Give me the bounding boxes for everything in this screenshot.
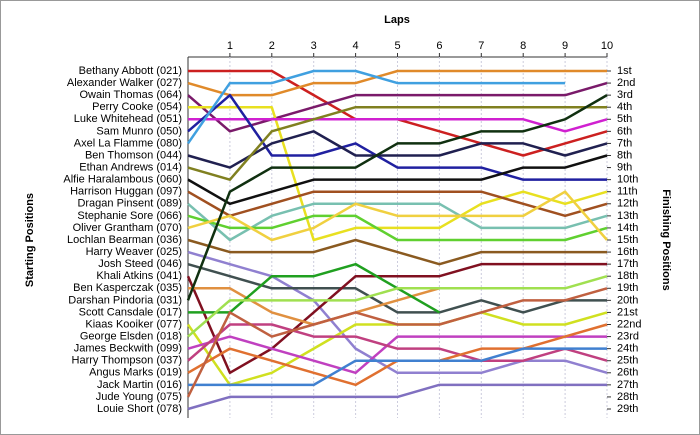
driver-label: George Elsden (018) — [80, 330, 182, 342]
x-tick-label: 9 — [562, 40, 568, 52]
position-line — [187, 202, 608, 242]
y2-tick-label: 27th — [617, 379, 638, 391]
driver-label: James Beckwith (099) — [74, 343, 182, 355]
driver-label: Ben Thomson (044) — [85, 149, 182, 161]
driver-label: Oliver Grantham (070) — [73, 222, 182, 234]
driver-label: Sam Munro (050) — [96, 125, 182, 137]
position-line — [186, 287, 608, 398]
driver-label: Harry Weaver (025) — [86, 246, 182, 258]
y2-tick-label: 20th — [617, 294, 638, 306]
y2-tick-label: 24th — [617, 343, 638, 355]
y2-tick-label: 9th — [617, 161, 632, 173]
y2-tick-label: 23rd — [617, 330, 639, 342]
driver-label: Perry Cooke (054) — [92, 101, 182, 113]
driver-label: Lochlan Bearman (036) — [67, 234, 182, 246]
y2-tick-label: 29th — [617, 403, 638, 415]
x-tick-label: 2 — [269, 40, 275, 52]
driver-label: Kiaas Kooiker (077) — [85, 318, 182, 330]
y2-tick-label: 3rd — [617, 89, 633, 101]
position-line — [186, 94, 608, 301]
y2-tick-label: 1st — [617, 65, 632, 77]
y2-tick-label: 25th — [617, 355, 638, 367]
position-line — [187, 93, 607, 181]
driver-label: Harrison Huggan (097) — [70, 186, 182, 198]
y2-tick-label: 11th — [617, 186, 638, 198]
driver-label: Angus Marks (019) — [89, 367, 182, 379]
driver-label: Owain Thomas (064) — [79, 89, 182, 101]
x-tick-label: 10 — [601, 40, 613, 52]
y2-tick-label: 2nd — [617, 77, 635, 89]
position-line — [187, 275, 608, 338]
driver-label: Dragan Pinsent (089) — [77, 198, 182, 210]
driver-label: Scott Cansdale (017) — [79, 306, 182, 318]
position-line — [187, 323, 608, 362]
driver-label: Stephanie Sore (066) — [77, 210, 182, 222]
y2-tick-label: 7th — [617, 137, 632, 149]
y2-tick-label: 6th — [617, 125, 632, 137]
position-line — [187, 190, 608, 242]
y2-tick-label: 4th — [617, 101, 632, 113]
driver-label: Axel La Flamme (080) — [74, 137, 182, 149]
x-tick-label: 3 — [311, 40, 317, 52]
position-line — [187, 238, 607, 266]
position-line — [187, 105, 607, 181]
y2-tick-label: 16th — [617, 246, 638, 258]
y2-tick-label: 26th — [617, 367, 638, 379]
position-line — [187, 383, 607, 411]
y2-tick-label: 14th — [617, 222, 638, 234]
y2-tick-label: 17th — [617, 258, 638, 270]
driver-label: Khali Atkins (041) — [96, 270, 182, 282]
y2-tick-label: 8th — [617, 149, 632, 161]
x-tick-label: 7 — [478, 40, 484, 52]
y2-tick-label: 5th — [617, 113, 632, 125]
driver-label: Darshan Pindoria (031) — [68, 294, 182, 306]
x-tick-label: 5 — [394, 40, 400, 52]
position-line — [188, 118, 608, 133]
y2-tick-label: 21st — [617, 306, 638, 318]
position-line — [187, 130, 608, 169]
x-tick-label: 8 — [520, 40, 526, 52]
driver-label: Ben Kasperczak (035) — [73, 282, 182, 294]
y2-tick-label: 19th — [617, 282, 638, 294]
y2-axis-label: Finishing Positions — [660, 189, 672, 290]
y2-tick-label: 28th — [617, 391, 638, 403]
position-line — [187, 214, 608, 242]
y2-tick-label: 18th — [617, 270, 638, 282]
driver-label: Luke Whitehead (051) — [74, 113, 182, 125]
x-tick-label: 1 — [227, 40, 233, 52]
position-line — [187, 81, 608, 133]
driver-label: Bethany Abbott (021) — [79, 65, 182, 77]
y-axis-label: Starting Positions — [24, 193, 36, 287]
y2-tick-label: 12th — [617, 198, 638, 210]
position-line — [188, 105, 608, 242]
y2-tick-label: 13th — [617, 210, 638, 222]
y2-tick-label: 10th — [617, 174, 638, 186]
x-tick-label: 6 — [436, 40, 442, 52]
chart-title: Laps — [384, 14, 410, 26]
driver-label: Josh Steed (046) — [98, 258, 182, 270]
position-line — [187, 154, 608, 206]
position-line — [187, 250, 608, 375]
driver-label: Louie Short (078) — [97, 403, 182, 415]
position-line — [187, 335, 607, 375]
driver-label: Harry Thompson (037) — [72, 355, 182, 367]
driver-label: Ethan Andrews (014) — [79, 161, 182, 173]
y2-tick-label: 22nd — [617, 318, 641, 330]
position-line — [187, 262, 607, 314]
driver-label: Jude Young (075) — [96, 391, 182, 403]
position-line — [188, 347, 607, 387]
y2-tick-label: 15th — [617, 234, 638, 246]
driver-label: Alexander Walker (027) — [67, 77, 182, 89]
driver-label: Jack Martin (016) — [97, 379, 182, 391]
position-line — [186, 69, 566, 145]
position-line — [187, 69, 607, 97]
x-tick-label: 4 — [353, 40, 359, 52]
driver-label: Alfie Haralambous (060) — [63, 174, 182, 186]
